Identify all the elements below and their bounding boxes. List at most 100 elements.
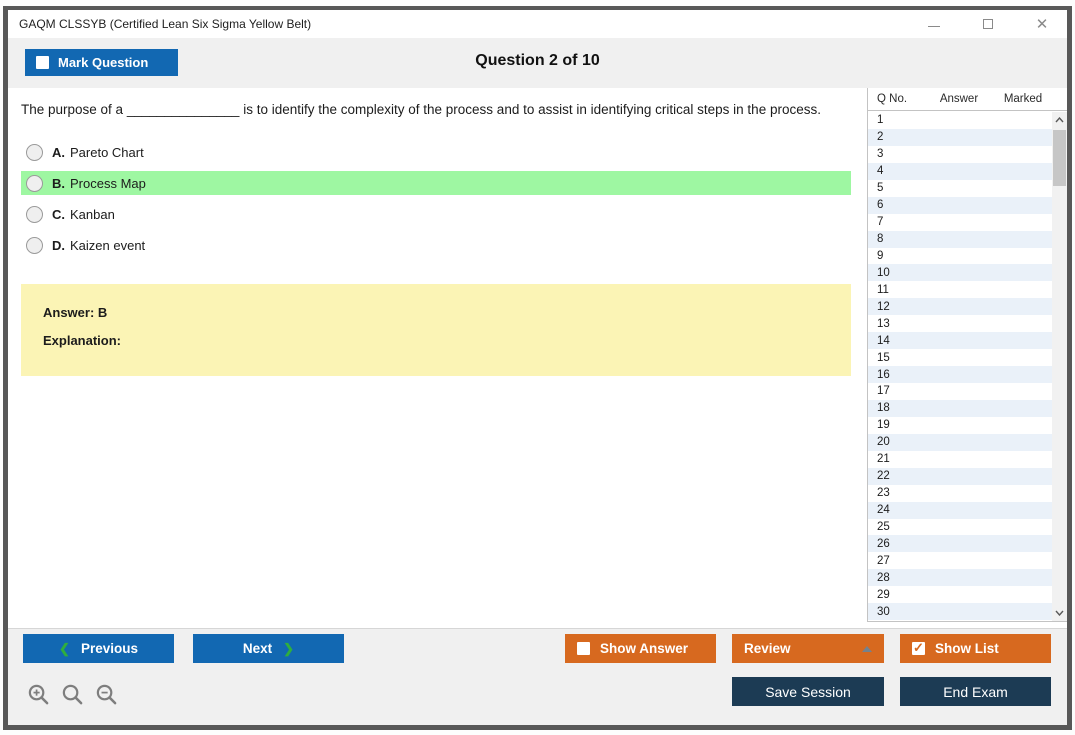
question-row-24[interactable]: 24 [868,501,1052,519]
toolbar: Mark Question Question 2 of 10 [8,38,1067,88]
answer-option-a[interactable]: A. Pareto Chart [21,140,851,164]
next-button[interactable]: Next ❯ [193,634,344,663]
question-row-3[interactable]: 3 [868,145,1052,163]
zoom-in-icon[interactable] [27,683,50,706]
save-session-button[interactable]: Save Session [732,677,884,706]
question-row-number: 19 [877,419,890,432]
radio-button[interactable] [26,174,43,192]
question-row-14[interactable]: 14 [868,332,1052,350]
question-row-12[interactable]: 12 [868,298,1052,316]
question-row-27[interactable]: 27 [868,552,1052,570]
question-row-18[interactable]: 18 [868,399,1052,417]
question-row-10[interactable]: 10 [868,264,1052,282]
question-row-23[interactable]: 23 [868,484,1052,502]
question-row-number: 18 [877,402,890,415]
close-button[interactable]: ✕ [1035,15,1049,33]
question-row-4[interactable]: 4 [868,162,1052,180]
question-row-number: 12 [877,300,890,313]
answer-option-c[interactable]: C. Kanban [21,202,851,226]
question-row-number: 2 [877,131,884,144]
show-list-label: Show List [935,641,999,656]
question-row-15[interactable]: 15 [868,349,1052,367]
question-row-number: 8 [877,233,884,246]
question-row-28[interactable]: 28 [868,569,1052,587]
explanation-label: Explanation: [43,333,122,349]
question-row-number: 13 [877,317,890,330]
question-row-17[interactable]: 17 [868,383,1052,400]
question-row-22[interactable]: 22 [868,467,1052,485]
mark-question-checkbox[interactable] [36,56,49,69]
window-controls: ✕ [927,10,1049,38]
question-row-26[interactable]: 26 [868,535,1052,553]
question-row-30[interactable]: 30 [868,603,1052,621]
question-row-number: 9 [877,249,884,262]
review-button[interactable]: Review [732,634,884,663]
scrollbar[interactable] [1052,112,1067,621]
question-row-16[interactable]: 16 [868,366,1052,383]
mark-question-label: Mark Question [58,55,149,70]
radio-button[interactable] [26,205,43,223]
title-bar: GAQM CLSSYB (Certified Lean Six Sigma Ye… [8,10,1067,38]
question-row-8[interactable]: 8 [868,230,1052,248]
end-exam-button[interactable]: End Exam [900,677,1051,706]
question-row-5[interactable]: 5 [868,179,1052,197]
show-list-checkbox[interactable] [912,640,925,656]
column-header-qno: Q No. [877,93,908,105]
question-row-number: 20 [877,436,890,449]
save-session-label: Save Session [765,683,851,700]
question-row-number: 30 [877,605,890,618]
question-row-29[interactable]: 29 [868,586,1052,604]
question-row-number: 21 [877,453,890,466]
question-row-number: 14 [877,334,890,347]
question-row-number: 28 [877,571,890,584]
main-area: The purpose of a _______________ is to i… [8,88,1067,628]
question-row-number: 27 [877,554,890,567]
scroll-down-icon[interactable] [1052,605,1067,621]
maximize-button[interactable] [981,17,995,31]
show-answer-button[interactable]: Show Answer [565,634,716,663]
radio-button[interactable] [26,236,43,254]
question-row-19[interactable]: 19 [868,416,1052,434]
scrollbar-thumb[interactable] [1053,130,1066,186]
question-row-13[interactable]: 13 [868,315,1052,333]
question-row-number: 24 [877,504,890,517]
question-row-9[interactable]: 9 [868,247,1052,265]
question-row-6[interactable]: 6 [868,196,1052,214]
option-text: Process Map [70,175,146,191]
answer-label: Answer: B [43,305,108,321]
zoom-out-icon[interactable] [95,683,118,706]
chevron-right-icon: ❯ [283,640,295,656]
previous-button[interactable]: ❮ Previous [23,634,174,663]
question-row-number: 5 [877,182,884,195]
question-row-11[interactable]: 11 [868,281,1052,299]
minimize-button[interactable] [927,17,941,31]
option-text: Kanban [70,206,115,222]
window-title: GAQM CLSSYB (Certified Lean Six Sigma Ye… [19,17,312,31]
footer-bar: ❮ Previous Next ❯ Show Answer Review Sho… [8,628,1067,725]
option-letter: B. [52,175,65,191]
column-header-answer: Answer [939,93,979,105]
radio-button[interactable] [26,143,43,161]
question-row-number: 26 [877,537,890,550]
question-row-7[interactable]: 7 [868,213,1052,231]
options-list: A. Pareto Chart B. Process Map C. Kanban D. Kai… [21,140,851,257]
question-row-2[interactable]: 2 [868,128,1052,146]
question-row-number: 10 [877,266,890,279]
question-list-body: 1 2 3 4 5 6 7 8 9 10 11 12 13 14 15 16 17 18 19 20 21 22 23 24 2… [868,112,1052,621]
question-row-20[interactable]: 20 [868,433,1052,451]
option-letter: C. [52,206,65,222]
zoom-icon[interactable] [61,683,84,706]
answer-option-d[interactable]: D. Kaizen event [21,233,851,257]
show-answer-checkbox[interactable] [577,642,590,655]
close-icon: ✕ [1035,15,1049,33]
question-row-1[interactable]: 1 [868,112,1052,129]
app-window: GAQM CLSSYB (Certified Lean Six Sigma Ye… [8,10,1067,725]
answer-option-b[interactable]: B. Process Map [21,171,851,196]
show-list-button[interactable]: Show List [900,634,1051,663]
mark-question-button[interactable]: Mark Question [25,49,178,76]
question-row-21[interactable]: 21 [868,450,1052,468]
scroll-up-icon[interactable] [1052,112,1067,128]
question-row-25[interactable]: 25 [868,518,1052,536]
question-row-number: 23 [877,487,890,500]
